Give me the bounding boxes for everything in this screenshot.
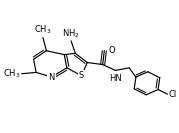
Text: O: O [108, 45, 115, 55]
Text: HN: HN [109, 74, 122, 83]
Text: N: N [48, 72, 55, 82]
Text: S: S [79, 71, 84, 80]
Text: CH$_3$: CH$_3$ [3, 67, 21, 80]
Text: CH$_3$: CH$_3$ [34, 24, 52, 36]
Text: Cl: Cl [168, 90, 176, 99]
Text: NH$_2$: NH$_2$ [62, 27, 80, 40]
